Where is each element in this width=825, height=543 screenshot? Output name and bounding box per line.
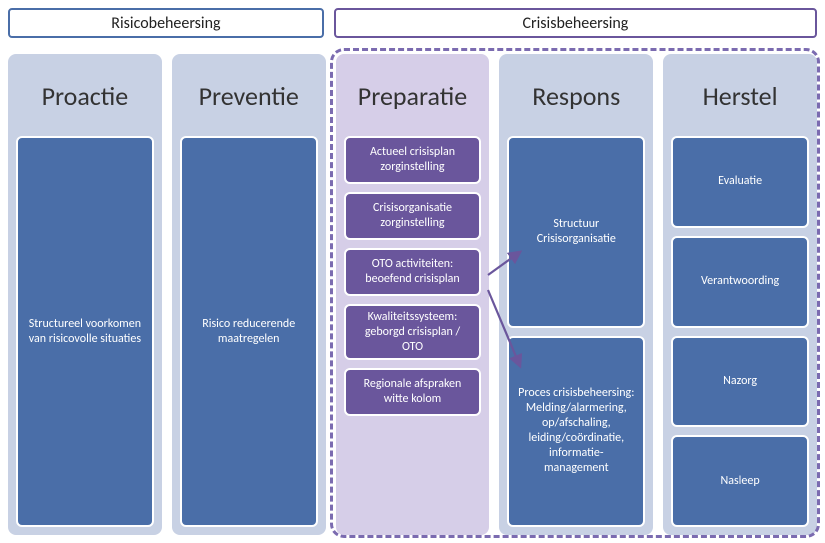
top-labels-row: Risicobeheersing Crisisbeheersing [8, 8, 817, 38]
top-label-1: Crisisbeheersing [334, 8, 817, 38]
column-preventie: PreventieRisico reducerende maatregelen [172, 54, 326, 535]
box-preparatie-2: OTO activiteiten: beoefend crisisplan [344, 248, 482, 296]
box-preparatie-1: Crisisorganisatie zorginstelling [344, 192, 482, 240]
column-title-proactie: Proactie [16, 64, 154, 136]
column-title-herstel: Herstel [671, 64, 809, 136]
column-body-proactie: Structureel voorkomen van risicovolle si… [16, 136, 154, 527]
box-preparatie-3: Kwaliteitssysteem: geborgd crisisplan / … [344, 304, 482, 360]
box-herstel-3: Nasleep [671, 435, 809, 527]
column-body-preventie: Risico reducerende maatregelen [180, 136, 318, 527]
top-label-0: Risicobeheersing [8, 8, 324, 38]
column-herstel: HerstelEvaluatieVerantwoordingNazorgNasl… [663, 54, 817, 535]
column-proactie: ProactieStructureel voorkomen van risico… [8, 54, 162, 535]
box-herstel-1: Verantwoording [671, 236, 809, 328]
column-title-respons: Respons [507, 64, 645, 136]
box-respons-0: Structuur Crisisorganisatie [507, 136, 645, 328]
column-body-preparatie: Actueel crisisplan zorginstelling Crisiso… [344, 136, 482, 527]
column-body-respons: Structuur CrisisorganisatieProces crisis… [507, 136, 645, 527]
box-respons-1: Proces crisisbeheersing:Melding/alarmeri… [507, 336, 645, 528]
column-title-preventie: Preventie [180, 64, 318, 136]
column-respons: ResponsStructuur CrisisorganisatieProces… [499, 54, 653, 535]
box-proactie-0: Structureel voorkomen van risicovolle si… [16, 136, 154, 527]
box-preparatie-4: Regionale afspraken witte kolom [344, 368, 482, 416]
box-herstel-0: Evaluatie [671, 136, 809, 228]
box-preventie-0: Risico reducerende maatregelen [180, 136, 318, 527]
box-preparatie-0: Actueel crisisplan zorginstelling [344, 136, 482, 184]
column-body-herstel: EvaluatieVerantwoordingNazorgNasleep [671, 136, 809, 527]
column-preparatie: PreparatieActueel crisisplan zorginstell… [336, 54, 490, 535]
box-herstel-2: Nazorg [671, 336, 809, 428]
column-title-preparatie: Preparatie [344, 64, 482, 136]
diagram-stage: Risicobeheersing Crisisbeheersing Proacti… [8, 8, 817, 535]
columns-row: ProactieStructureel voorkomen van risico… [8, 54, 817, 535]
